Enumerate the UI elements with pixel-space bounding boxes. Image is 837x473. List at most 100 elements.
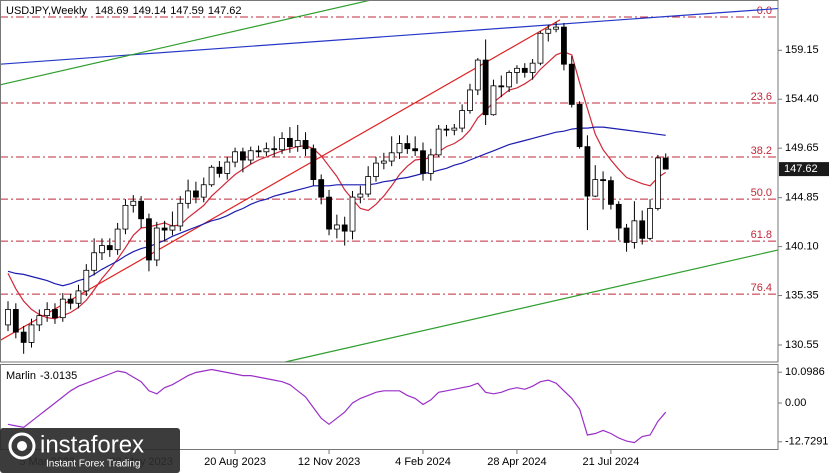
candle-body <box>357 193 364 198</box>
candle-body <box>388 152 395 162</box>
fib-label: 0.0 <box>757 5 772 17</box>
candle-body <box>615 203 622 229</box>
candle-body <box>521 67 528 73</box>
x-tick-label: 4 Feb 2024 <box>395 456 451 468</box>
candle-body <box>247 150 254 161</box>
y-tick-label: 154.40 <box>785 93 819 105</box>
candle-body <box>302 140 309 150</box>
x-tick-label: 21 Jul 2024 <box>582 456 639 468</box>
candle-body <box>232 151 238 163</box>
candle-body <box>59 298 66 319</box>
candle-body <box>537 32 544 64</box>
candle-body <box>349 196 356 232</box>
candle-body <box>490 85 497 116</box>
candle-body <box>373 162 379 177</box>
candle-body <box>130 200 137 206</box>
indicator-name: Marlin <box>6 370 36 382</box>
y-tick-label: 10.0986 <box>785 366 825 378</box>
candle-body <box>193 190 199 198</box>
candle-body <box>91 252 98 271</box>
y-tick-label: -12.7291 <box>785 436 828 448</box>
candle-body <box>451 127 458 131</box>
price-tag <box>779 162 829 177</box>
candle-body <box>545 28 552 34</box>
candle-body <box>647 208 653 239</box>
candle-body <box>106 245 113 251</box>
candle-body <box>482 59 489 116</box>
candle-body <box>396 143 403 154</box>
candle-body <box>52 309 58 319</box>
x-tick-label: 12 Nov 2023 <box>298 456 360 468</box>
candle-body <box>279 137 285 151</box>
candle-body <box>67 298 74 304</box>
candle-body <box>208 166 215 186</box>
candle-body <box>576 103 583 148</box>
candle-body <box>310 148 317 181</box>
candle-body <box>553 26 559 30</box>
logo-icon-core <box>17 441 27 451</box>
candle-body <box>420 150 426 174</box>
candle-body <box>412 148 419 152</box>
fib-label: 61.8 <box>751 229 772 241</box>
candle-body <box>529 62 536 73</box>
candle-body <box>28 324 35 343</box>
chart-title: USDJPY,Weekly 148.69 149.14 147.59 147.62 <box>6 5 242 17</box>
candle-body <box>474 59 481 91</box>
main-frame <box>0 0 779 363</box>
price-tag-label: 147.62 <box>784 163 818 175</box>
x-tick-label: 20 Aug 2023 <box>204 456 266 468</box>
candle-body <box>639 220 646 239</box>
indicator-value: -3.0135 <box>40 370 77 382</box>
candle-body <box>318 179 325 198</box>
fib-label: 38.2 <box>751 145 772 157</box>
candle-body <box>654 157 661 209</box>
candle-body <box>404 143 411 150</box>
candle-body <box>83 269 90 292</box>
candle-body <box>514 67 520 73</box>
candle-body <box>459 110 466 129</box>
candle-body <box>326 196 332 230</box>
candle-body <box>255 150 262 153</box>
candle-body <box>36 315 43 326</box>
candle-body <box>216 166 223 174</box>
candle-body <box>294 140 301 148</box>
plot: 0.0 23.6 38.2 50.0 61.8 76.4 <box>0 0 778 444</box>
candle-body <box>561 26 567 65</box>
y-tick-label: 0.00 <box>785 397 806 409</box>
fib-label: 50.0 <box>751 187 772 199</box>
candle-body <box>224 161 231 174</box>
fib-label: 23.6 <box>751 91 772 103</box>
candle-body <box>12 309 19 333</box>
candle-body <box>435 128 442 156</box>
trend-line <box>0 0 370 86</box>
candle-body <box>584 146 591 197</box>
y-tick-label: 144.85 <box>785 192 819 204</box>
high-value: 149.14 <box>133 5 167 17</box>
y-tick-label: 159.15 <box>785 44 819 56</box>
candle-body <box>286 137 293 148</box>
candle-body <box>122 204 129 230</box>
candle-body <box>467 89 473 111</box>
moving-average <box>7 51 667 320</box>
candle-body <box>631 220 638 243</box>
candle-body <box>608 180 614 205</box>
fib-label: 76.4 <box>751 282 772 294</box>
y-tick-label: 135.35 <box>785 289 819 301</box>
y-tick-label: 140.10 <box>785 240 819 252</box>
candle-body <box>44 309 51 317</box>
candle-body <box>239 151 246 161</box>
candle-body <box>380 160 387 164</box>
moving-average <box>7 126 666 287</box>
low-value: 147.59 <box>170 5 204 17</box>
candle-body <box>20 331 27 343</box>
candle-body <box>506 72 513 88</box>
watermark-box <box>0 428 180 473</box>
logo-icon <box>8 432 36 460</box>
candle-body <box>271 148 278 151</box>
oscillator-title: Marlin -3.0135 <box>6 370 77 382</box>
oscillator-line <box>7 368 667 444</box>
candle-body <box>185 190 191 204</box>
candle-body <box>600 179 606 182</box>
